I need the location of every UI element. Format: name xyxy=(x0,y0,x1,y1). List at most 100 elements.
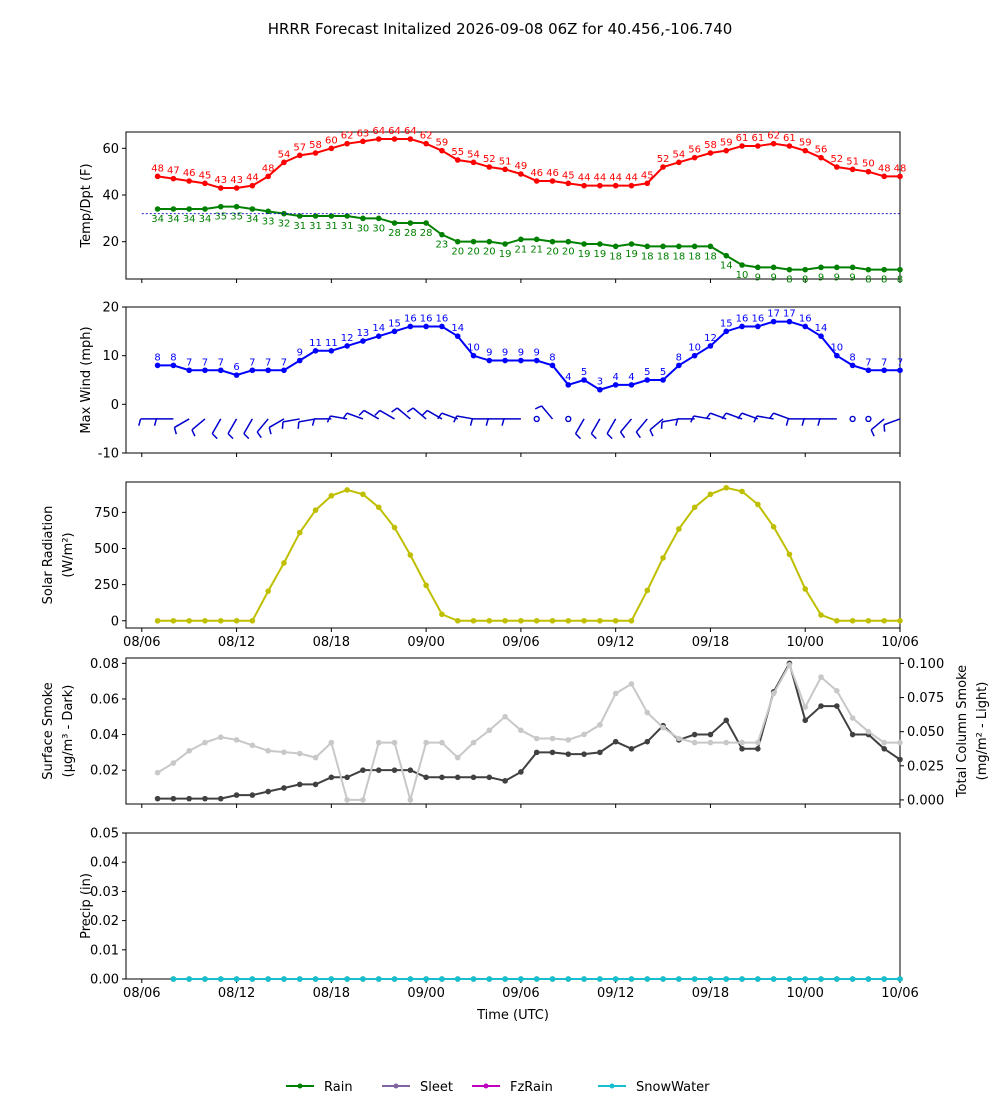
data-point xyxy=(170,362,177,369)
data-point xyxy=(581,377,587,383)
data-label: 28 xyxy=(420,228,433,239)
data-point xyxy=(281,367,287,374)
wind-barb-flag xyxy=(391,407,398,413)
data-label: 7 xyxy=(218,357,224,368)
data-label: 20 xyxy=(467,247,480,258)
data-point xyxy=(217,734,224,740)
data-point xyxy=(723,328,730,335)
data-label: 7 xyxy=(186,357,192,368)
wind-barb-flag xyxy=(342,412,348,420)
legend-marker xyxy=(609,1083,615,1089)
data-point xyxy=(739,746,745,752)
data-label: 18 xyxy=(704,251,717,262)
data-label: 18 xyxy=(657,251,670,262)
data-point xyxy=(407,976,414,982)
data-label: 14 xyxy=(451,323,464,334)
data-point xyxy=(344,140,350,147)
data-point xyxy=(691,154,698,161)
data-label: 9 xyxy=(518,348,524,359)
x-tick-label: 10/00 xyxy=(786,986,823,1001)
data-point xyxy=(486,164,493,170)
data-label: 9 xyxy=(297,348,303,359)
data-point xyxy=(518,236,524,243)
data-label: 15 xyxy=(388,318,401,329)
data-label: 18 xyxy=(609,251,622,262)
data-label: 51 xyxy=(499,156,512,167)
data-label: 44 xyxy=(578,173,591,184)
data-label: 8 xyxy=(849,352,855,363)
data-point xyxy=(739,143,745,149)
data-point xyxy=(360,767,366,773)
data-point xyxy=(170,175,177,182)
data-point xyxy=(360,976,366,982)
data-point xyxy=(312,507,319,513)
wind-barb-flag xyxy=(737,412,743,420)
data-point xyxy=(423,739,429,746)
plot-frame xyxy=(125,131,901,280)
legend-label: SnowWater xyxy=(636,1080,710,1095)
data-point xyxy=(739,739,745,746)
wind-barb-flag xyxy=(768,412,775,420)
data-point xyxy=(802,266,809,273)
wind-barb-flag xyxy=(870,429,875,437)
plot-frame xyxy=(125,481,901,629)
chart-title: HRRR Forecast Initalized 2026-09-08 06Z … xyxy=(268,20,733,38)
y-right-tick-label: 0.025 xyxy=(907,759,944,774)
data-point xyxy=(486,774,493,781)
data-point xyxy=(723,739,730,746)
data-point xyxy=(518,727,524,734)
data-label: 34 xyxy=(246,214,259,225)
data-point xyxy=(849,617,856,624)
wind-barb-flag xyxy=(817,418,821,426)
data-point xyxy=(375,215,382,222)
data-point xyxy=(486,617,493,624)
data-label: 16 xyxy=(799,313,812,324)
data-point xyxy=(328,145,335,152)
data-point xyxy=(660,377,666,383)
data-point xyxy=(533,976,540,982)
y-tick-label: 250 xyxy=(94,578,119,593)
wind-barb-flag xyxy=(227,433,234,440)
data-point xyxy=(818,976,824,982)
data-point xyxy=(312,348,319,354)
wind-barbs xyxy=(138,405,901,440)
data-point xyxy=(249,617,256,624)
data-point xyxy=(676,526,682,532)
data-point xyxy=(170,617,177,624)
wind-barb-flag xyxy=(785,418,789,426)
data-point xyxy=(391,976,398,982)
data-point xyxy=(707,150,714,156)
data-point xyxy=(154,362,161,369)
data-point xyxy=(518,769,524,775)
y-axis-label: Precip (in) xyxy=(79,873,94,939)
panel-5: 0.00 0.01 0.02 0.03 0.04 0.05 Precip (in) 08/06… xyxy=(79,827,919,1024)
wind-barb-flag xyxy=(883,424,886,432)
data-point xyxy=(865,728,872,735)
data-point xyxy=(486,727,493,734)
data-point xyxy=(597,749,603,756)
data-point xyxy=(881,739,888,746)
data-point xyxy=(470,774,477,781)
data-point xyxy=(818,264,824,271)
wind-barb-flag xyxy=(311,418,316,426)
wind-barb xyxy=(649,418,664,431)
data-point xyxy=(676,976,682,982)
y-tick-label: 0.00 xyxy=(90,973,119,988)
data-point xyxy=(565,180,572,187)
data-label: 59 xyxy=(720,138,733,149)
data-point xyxy=(202,206,208,212)
y-tick-label: 0.06 xyxy=(90,692,119,707)
data-point xyxy=(375,767,382,773)
data-label: 20 xyxy=(546,247,559,258)
data-point xyxy=(265,367,271,374)
data-point xyxy=(375,333,382,340)
data-label: 16 xyxy=(420,313,433,324)
data-point xyxy=(644,243,651,250)
data-label: 48 xyxy=(262,163,275,174)
data-point xyxy=(391,220,398,226)
y-tick-label: 0.08 xyxy=(90,657,119,672)
data-label: 5 xyxy=(581,367,587,378)
data-label: 44 xyxy=(609,173,622,184)
data-point xyxy=(565,617,572,624)
wind-barb-flag xyxy=(153,418,158,426)
